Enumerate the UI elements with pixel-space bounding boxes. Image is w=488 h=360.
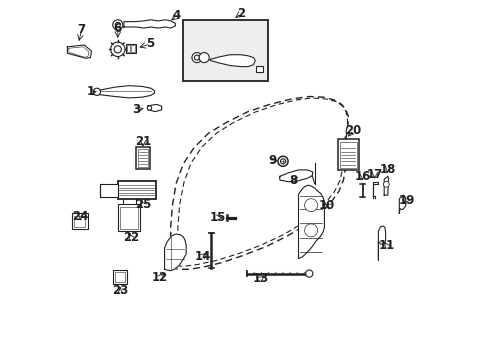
Text: 9: 9 [268, 154, 276, 167]
Text: 4: 4 [172, 9, 181, 22]
Text: 12: 12 [151, 271, 168, 284]
Text: 7: 7 [78, 23, 86, 36]
Polygon shape [148, 104, 162, 112]
Bar [131, 45, 134, 52]
Text: 24: 24 [72, 210, 89, 223]
Polygon shape [67, 45, 91, 58]
Text: 21: 21 [135, 135, 151, 148]
Text: 2: 2 [236, 7, 244, 20]
Text: 14: 14 [195, 250, 211, 263]
Bar [72, 213, 87, 229]
Text: 13: 13 [252, 272, 268, 285]
Text: 20: 20 [345, 124, 361, 137]
Bar [118, 204, 140, 231]
Bar [100, 184, 118, 197]
Circle shape [114, 46, 121, 53]
Bar [183, 20, 267, 81]
Text: 15: 15 [209, 211, 225, 224]
Circle shape [305, 270, 312, 277]
Polygon shape [123, 20, 175, 28]
Text: 10: 10 [319, 199, 335, 212]
Circle shape [93, 88, 101, 95]
Bar [114, 272, 125, 282]
Circle shape [304, 199, 317, 212]
Text: 18: 18 [379, 163, 395, 176]
Circle shape [192, 53, 202, 63]
Circle shape [280, 159, 285, 164]
Text: 11: 11 [378, 239, 394, 252]
Bar [256, 66, 263, 72]
Text: 17: 17 [366, 168, 382, 181]
Circle shape [115, 22, 120, 27]
Bar [74, 216, 85, 227]
Text: 3: 3 [132, 103, 140, 116]
Bar [113, 270, 127, 284]
Circle shape [383, 181, 388, 187]
Circle shape [194, 55, 199, 60]
Polygon shape [279, 170, 312, 182]
Bar [120, 207, 137, 229]
Text: 1: 1 [86, 85, 94, 98]
Text: 8: 8 [288, 174, 297, 187]
Text: 22: 22 [122, 231, 139, 244]
Polygon shape [298, 185, 324, 258]
Polygon shape [97, 86, 154, 98]
Bar [118, 181, 155, 199]
Polygon shape [210, 55, 255, 67]
Circle shape [110, 42, 125, 57]
Circle shape [147, 106, 151, 110]
Bar [126, 45, 130, 52]
Bar [339, 142, 356, 168]
Bar [138, 149, 148, 167]
Circle shape [277, 156, 287, 166]
Text: 19: 19 [398, 194, 414, 207]
Text: 16: 16 [354, 170, 370, 183]
Text: 23: 23 [112, 284, 128, 297]
Bar [136, 147, 150, 169]
Text: 5: 5 [146, 37, 154, 50]
Circle shape [304, 224, 317, 237]
Circle shape [199, 53, 209, 63]
Bar [125, 44, 136, 53]
Circle shape [113, 20, 122, 30]
Polygon shape [164, 234, 186, 271]
Text: 6: 6 [113, 22, 122, 35]
Text: 25: 25 [135, 198, 151, 211]
Bar [337, 139, 358, 170]
